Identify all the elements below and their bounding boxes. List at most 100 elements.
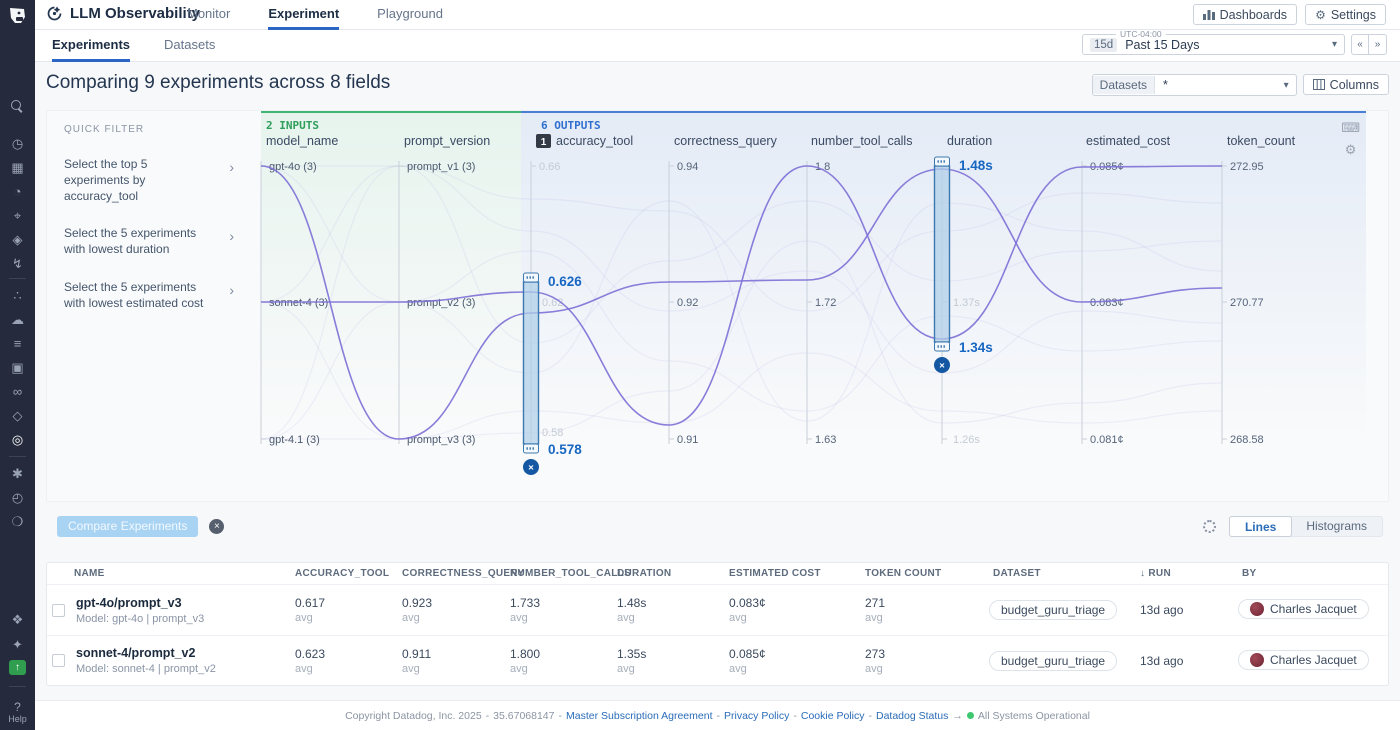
cell-correctness: 0.911: [402, 646, 432, 661]
sub-bar: Experiments Datasets UTC-04:00 15d Past …: [35, 29, 1400, 62]
nav-experiment[interactable]: Experiment: [268, 0, 340, 30]
security-icon[interactable]: ◇: [12, 408, 23, 423]
accuracy-brush-bottom-handle[interactable]: [523, 443, 539, 454]
copyright-text: Copyright Datadog, Inc. 2025: [345, 709, 482, 722]
axis-header-accuracy-tool[interactable]: accuracy_tool: [556, 134, 633, 148]
metrics-icon[interactable]: ◔: [13, 184, 22, 199]
accuracy-brush-rect[interactable]: [522, 281, 540, 445]
quick-filter-item-top5-accuracy[interactable]: Select the top 5 experiments by accuracy…: [64, 157, 234, 204]
error-tracking-icon[interactable]: ✱: [12, 466, 23, 481]
dataset-pill[interactable]: budget_guru_triage: [989, 600, 1118, 620]
row-checkbox[interactable]: [52, 603, 65, 617]
col-token-count[interactable]: TOKEN COUNT: [865, 568, 942, 579]
tick-accuracy-bottom: 0.58: [542, 427, 563, 439]
history-icon[interactable]: ◷: [11, 136, 24, 151]
integrations-icon[interactable]: ↯: [12, 256, 23, 271]
datasets-select[interactable]: Datasets * ▾: [1091, 74, 1297, 96]
duration-brush-bottom-handle[interactable]: [934, 341, 950, 352]
help-button[interactable]: ? Help: [0, 700, 35, 724]
col-run[interactable]: ↓ RUN: [1136, 568, 1238, 579]
dataset-pill[interactable]: budget_guru_triage: [989, 650, 1118, 671]
time-forward-button[interactable]: »: [1369, 34, 1387, 55]
tick-prompt-v2: prompt_v2 (3): [407, 297, 475, 309]
quick-filter-item-lowest-cost[interactable]: Select the 5 experiments with lowest est…: [64, 280, 234, 312]
col-estimated-cost[interactable]: ESTIMATED COST: [729, 568, 821, 579]
experiment-name-link[interactable]: gpt-4o/prompt_v3: [76, 595, 182, 610]
accuracy-brush[interactable]: 0.626 0.578 ×: [522, 272, 582, 475]
duration-brush-rect[interactable]: [933, 165, 951, 343]
quick-start-icon[interactable]: ↑: [9, 660, 26, 675]
link-datadog-status[interactable]: Datadog Status: [875, 709, 949, 722]
apm-icon[interactable]: ◈: [12, 232, 23, 247]
accuracy-brush-top-handle[interactable]: [523, 272, 539, 283]
accuracy-brush-clear-button[interactable]: [523, 459, 539, 475]
view-toggle-histograms[interactable]: Histograms: [1306, 518, 1367, 533]
tick-cost-bottom: 0.081¢: [1090, 434, 1124, 446]
nav-playground[interactable]: Playground: [377, 6, 443, 21]
row-checkbox[interactable]: [52, 654, 65, 667]
clear-selection-button[interactable]: ×: [209, 518, 225, 534]
investigate-icon[interactable]: ❍: [11, 514, 24, 529]
axis-header-model-name[interactable]: model_name: [266, 134, 338, 148]
llm-observability-icon[interactable]: ◎: [11, 432, 24, 447]
cell-tool-calls: 1.800: [510, 646, 541, 661]
rum-icon[interactable]: ▣: [11, 360, 24, 375]
avatar: [1250, 652, 1264, 667]
profiling-icon[interactable]: ◴: [11, 490, 24, 505]
col-accuracy-tool[interactable]: ACCURACY_TOOL: [295, 568, 390, 579]
link-master-subscription-agreement[interactable]: Master Subscription Agreement: [566, 709, 713, 722]
table-header-row: NAME ACCURACY_TOOL CORRECTNESS_QUERY NUM…: [47, 563, 1388, 585]
service-map-icon[interactable]: ∴: [13, 288, 22, 303]
by-user-pill[interactable]: Charles Jacquet: [1238, 599, 1369, 619]
columns-button[interactable]: Columns: [1302, 74, 1389, 95]
synthetics-icon[interactable]: ∞: [12, 384, 23, 399]
duration-brush-clear-button[interactable]: [934, 357, 950, 373]
settings-button[interactable]: ⚙ Settings: [1305, 4, 1386, 25]
accuracy-axis-badge: [536, 134, 551, 148]
axis-header-number-tool-calls[interactable]: number_tool_calls: [811, 134, 912, 148]
duration-brush[interactable]: 1.48s 1.34s ×: [933, 156, 993, 373]
time-back-button[interactable]: «: [1351, 34, 1369, 55]
col-dataset[interactable]: DATASET: [993, 568, 1041, 579]
col-number-tool-calls[interactable]: NUMBER_TOOL_CALLS: [510, 568, 632, 579]
tab-experiments[interactable]: Experiments: [52, 30, 131, 62]
cell-tokens: 273: [865, 646, 886, 661]
palette-icon[interactable]: [1202, 519, 1216, 533]
axis-header-correctness-query[interactable]: correctness_query: [674, 134, 778, 148]
experiment-name-link[interactable]: sonnet-4/prompt_v2: [76, 646, 196, 660]
col-by[interactable]: BY: [1242, 568, 1257, 579]
view-toggle-lines[interactable]: Lines: [1228, 515, 1293, 537]
by-user-pill[interactable]: Charles Jacquet: [1238, 649, 1369, 670]
bits-ai-icon[interactable]: ✦: [12, 637, 23, 652]
axis-header-duration[interactable]: duration: [947, 134, 992, 148]
link-privacy-policy[interactable]: Privacy Policy: [724, 709, 790, 722]
axis-header-estimated-cost[interactable]: estimated_cost: [1086, 134, 1171, 148]
watchdog-icon[interactable]: ⌖: [13, 208, 22, 223]
cell-tool-calls: 1.733: [510, 596, 541, 610]
link-cookie-policy[interactable]: Cookie Policy: [800, 709, 865, 722]
dashboards-button[interactable]: Dashboards: [1192, 4, 1298, 25]
compare-experiments-button[interactable]: Compare Experiments: [57, 515, 199, 537]
experiments-table: NAME ACCURACY_TOOL CORRECTNESS_QUERY NUM…: [46, 562, 1389, 686]
axis-header-prompt-version[interactable]: prompt_version: [404, 134, 490, 148]
quick-filter-item-lowest-duration[interactable]: Select the 5 experiments with lowest dur…: [64, 226, 234, 258]
dashboards-icon[interactable]: ▦: [11, 160, 24, 175]
search-icon[interactable]: [11, 100, 24, 113]
col-name[interactable]: NAME: [74, 568, 105, 579]
time-range-picker[interactable]: UTC-04:00 15d Past 15 Days ▾: [1082, 29, 1345, 55]
axis-header-token-count[interactable]: token_count: [1227, 134, 1296, 148]
col-correctness-query[interactable]: CORRECTNESS_QUERY: [402, 568, 525, 579]
duration-brush-top-handle[interactable]: [934, 156, 950, 167]
series-line-sonnet4-prompt-v2[interactable]: [261, 165, 1223, 426]
chart-settings-gear-icon[interactable]: ⚙: [1344, 142, 1357, 157]
datadog-logo-icon[interactable]: [7, 5, 28, 26]
workflows-icon[interactable]: ❖: [11, 612, 24, 627]
accuracy-brush-min-label: 0.578: [548, 442, 582, 457]
nav-monitor[interactable]: Monitor: [187, 6, 231, 21]
logs-icon[interactable]: ≡: [13, 336, 22, 351]
keyboard-shortcuts-icon[interactable]: ⌨: [1341, 120, 1360, 135]
col-duration[interactable]: DURATION: [617, 568, 672, 579]
tab-datasets[interactable]: Datasets: [164, 37, 216, 52]
series-line-gpt4o-prompt-v3[interactable]: [260, 165, 1223, 440]
ci-pipelines-icon[interactable]: ☁: [11, 312, 24, 327]
